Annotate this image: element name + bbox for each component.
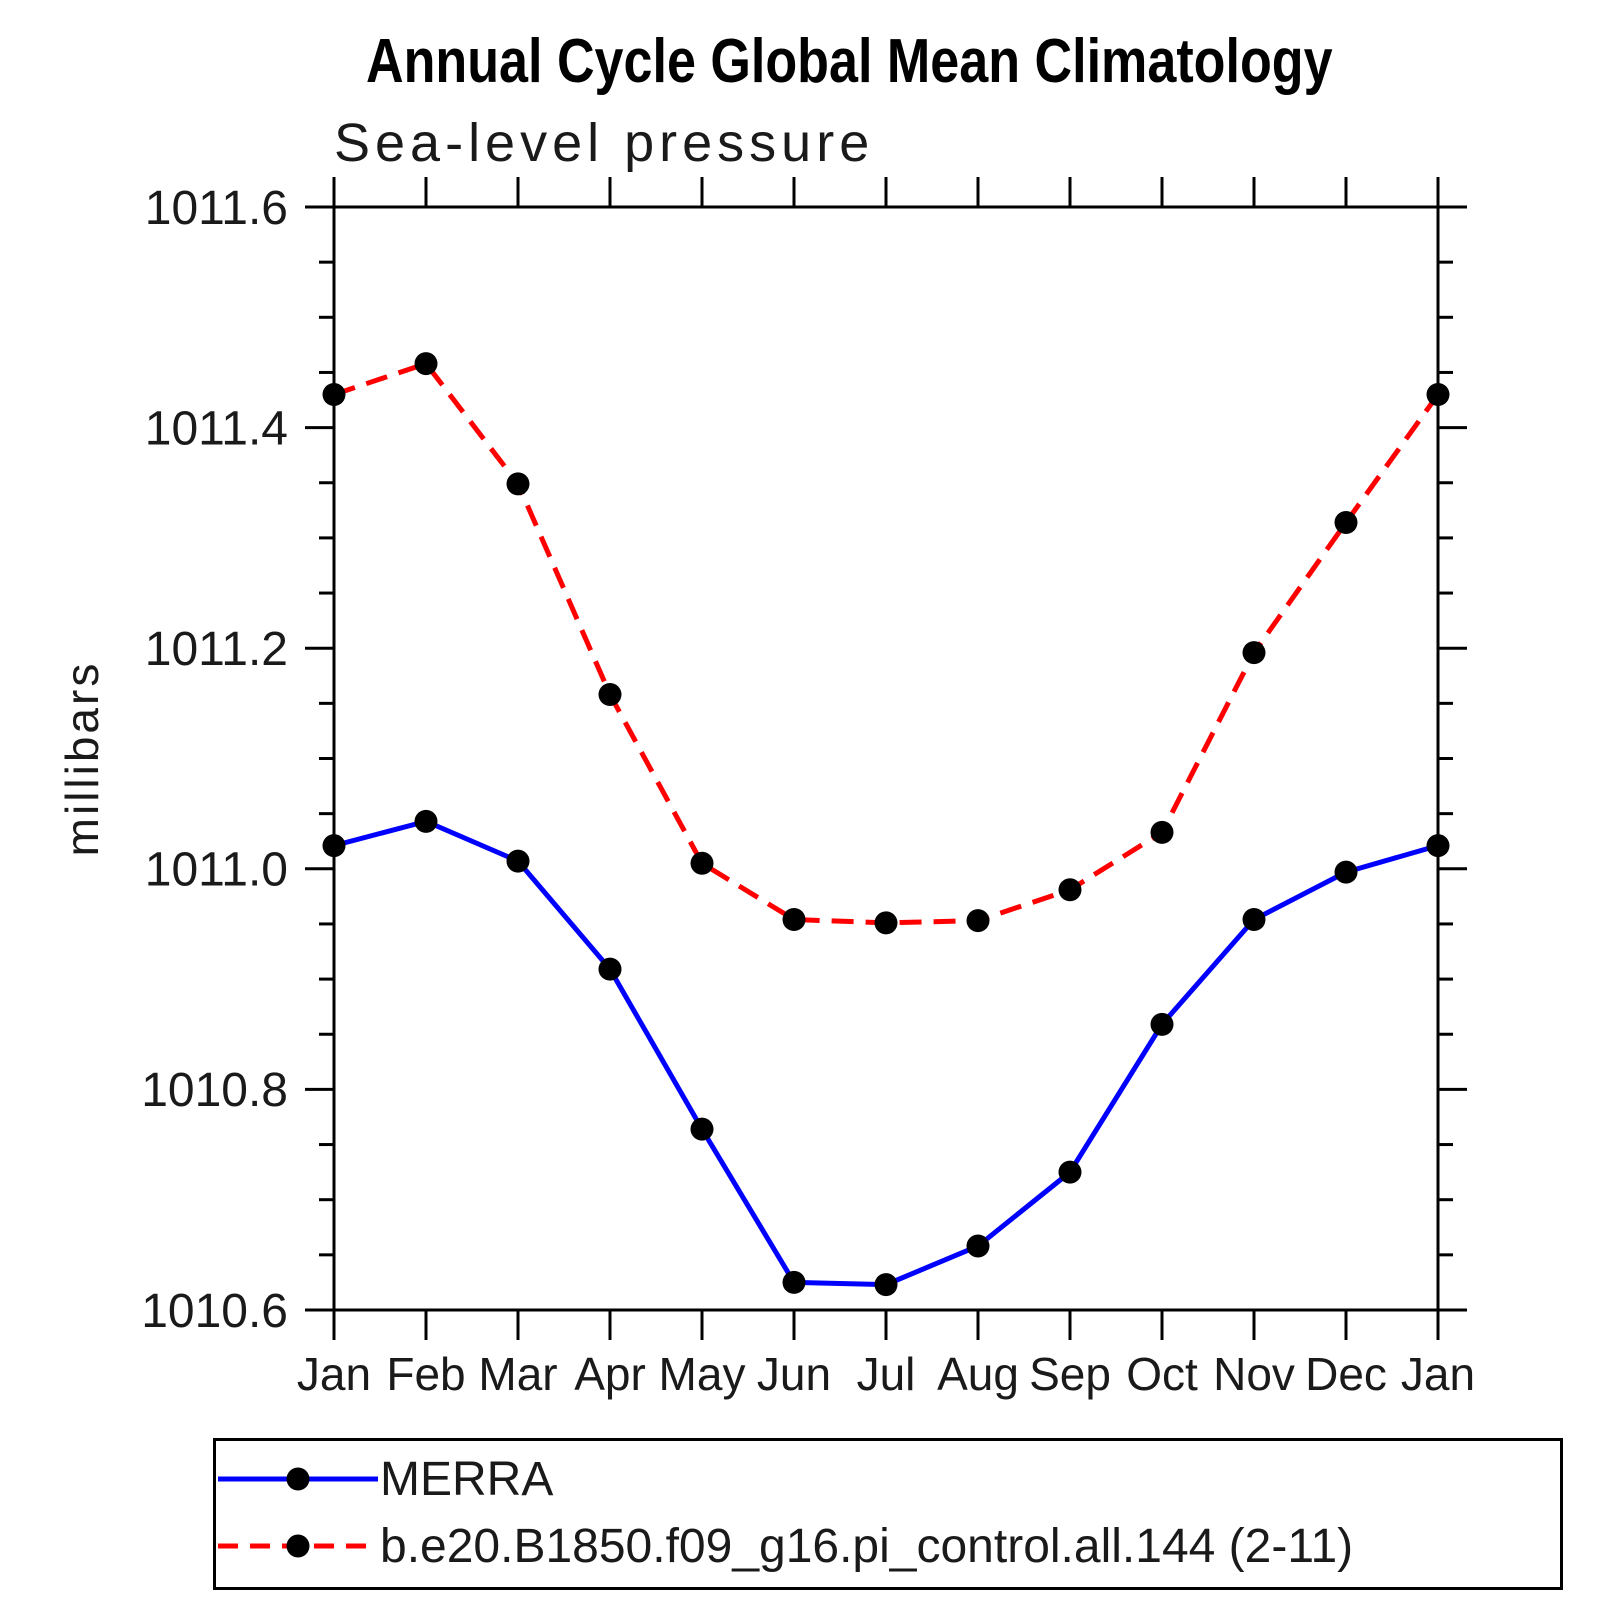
- data-point-marker-0: [782, 1270, 806, 1294]
- data-point-marker-1: [598, 683, 622, 707]
- series-line-1: [333, 361, 1441, 926]
- data-point-marker-1: [322, 383, 346, 407]
- x-axis-tick-label: May: [659, 1348, 746, 1400]
- x-axis-tick-label: Nov: [1213, 1348, 1295, 1400]
- data-point-marker-1: [1426, 383, 1450, 407]
- legend-box: [213, 1438, 1563, 1590]
- data-point-marker-0: [874, 1273, 898, 1297]
- data-point-marker-1: [690, 851, 714, 875]
- chart-subtitle: Sea-level pressure: [334, 113, 875, 173]
- data-point-marker-1: [506, 472, 530, 496]
- x-axis-tick-label: Oct: [1126, 1348, 1198, 1400]
- data-point-marker-0: [1426, 834, 1450, 858]
- chart-title: Annual Cycle Global Mean Climatology: [366, 27, 1333, 96]
- x-axis-tick-label: Jan: [1401, 1348, 1475, 1400]
- data-point-marker-0: [1334, 860, 1358, 884]
- x-axis-tick-label: Apr: [574, 1348, 646, 1400]
- x-axis-tick-label: Mar: [478, 1348, 557, 1400]
- x-axis-tick-label: Jun: [757, 1348, 831, 1400]
- legend-line-sample-solid: [218, 1467, 378, 1491]
- data-point-marker-0: [322, 834, 346, 858]
- y-axis-tick-label: 1011.2: [145, 623, 288, 676]
- legend-marker-dot: [286, 1534, 310, 1558]
- data-point-marker-0: [1150, 1012, 1174, 1036]
- x-axis-tick-label: Feb: [386, 1348, 465, 1400]
- y-axis-tick-label: 1010.6: [141, 1285, 288, 1338]
- data-point-marker-0: [414, 809, 438, 833]
- x-axis-tick-label: Jul: [857, 1348, 916, 1400]
- data-point-marker-1: [782, 908, 806, 932]
- legend-item-model: b.e20.B1850.f09_g16.pi_control.all.144 (…: [218, 1520, 1353, 1573]
- x-axis-tick-label: Aug: [937, 1348, 1019, 1400]
- data-point-marker-1: [1334, 510, 1358, 534]
- x-axis-tick-label: Jan: [297, 1348, 371, 1400]
- y-axis-tick-label: 1011.4: [145, 402, 288, 455]
- y-axis-tick-label: 1011.6: [145, 182, 288, 235]
- legend-marker-dot: [286, 1467, 310, 1491]
- data-point-marker-0: [1242, 908, 1266, 932]
- data-point-marker-1: [1242, 641, 1266, 665]
- x-axis-tick-label: Dec: [1305, 1348, 1387, 1400]
- data-point-marker-1: [966, 909, 990, 933]
- data-point-marker-1: [1150, 820, 1174, 844]
- y-axis-title: millibars: [56, 661, 108, 857]
- data-point-marker-1: [414, 352, 438, 376]
- data-point-marker-0: [966, 1234, 990, 1258]
- data-point-marker-0: [598, 957, 622, 981]
- data-point-marker-0: [1058, 1160, 1082, 1184]
- y-axis-tick-label: 1010.8: [141, 1064, 288, 1117]
- data-point-marker-0: [506, 849, 530, 873]
- x-axis-tick-label: Sep: [1029, 1348, 1111, 1400]
- data-point-marker-0: [690, 1117, 714, 1141]
- legend-item-merra: MERRA: [218, 1453, 553, 1506]
- legend-label: MERRA: [380, 1452, 554, 1506]
- series-line-0: [333, 818, 1439, 1288]
- plot-frame: [332, 205, 1440, 1312]
- legend-label: b.e20.B1850.f09_g16.pi_control.all.144 (…: [380, 1519, 1354, 1573]
- y-axis-tick-label: 1011.0: [145, 844, 288, 897]
- data-point-marker-1: [1058, 878, 1082, 902]
- data-point-marker-1: [874, 911, 898, 935]
- legend-line-sample-dashed: [218, 1534, 378, 1558]
